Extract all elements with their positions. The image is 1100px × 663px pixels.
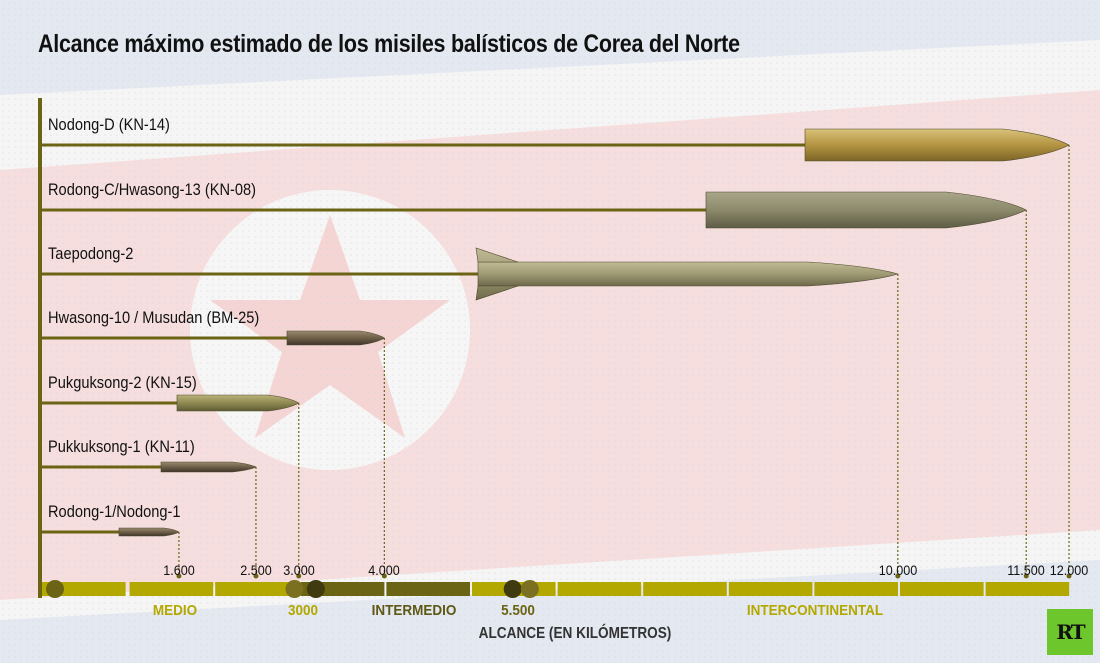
tick-label: 12.000 (1049, 562, 1089, 578)
range-line (42, 208, 706, 212)
tick-dot (176, 573, 182, 579)
axis-segment (900, 582, 984, 596)
missile-1 (705, 191, 1027, 229)
range-line (42, 272, 478, 276)
rt-logo: RT (1047, 609, 1093, 655)
range-line (42, 401, 177, 405)
axis-segment (814, 582, 898, 596)
tick-dot (381, 573, 387, 579)
axis-segment (643, 582, 727, 596)
range-category-label: 5.500 (501, 602, 535, 619)
missile-label: Pukkuksong-1 (KN-11) (48, 437, 195, 456)
missile-label: Nodong-D (KN-14) (48, 115, 170, 134)
axis-segment (129, 582, 214, 596)
range-marker (306, 580, 325, 598)
tick-label: 11.500 (1007, 562, 1046, 578)
tick-label: 2.500 (240, 562, 272, 578)
axis-segment (557, 582, 642, 596)
missile-label: Pukguksong-2 (KN-15) (48, 373, 197, 392)
missile-3 (286, 330, 385, 346)
range-line (42, 143, 805, 147)
range-line (42, 336, 287, 340)
missile-6 (118, 527, 180, 537)
range-line (42, 530, 119, 534)
tick-dot (296, 573, 302, 579)
range-line (42, 465, 161, 469)
axis-segment (215, 582, 299, 596)
tick-label: 4.000 (368, 562, 401, 578)
missile-fins (475, 247, 519, 301)
range-marker (520, 580, 539, 598)
y-axis-line (38, 98, 42, 598)
tick-dot (253, 573, 259, 579)
tick-label: 3.000 (282, 562, 315, 578)
tick-label: 1.600 (163, 562, 195, 578)
missile-0 (804, 128, 1070, 162)
range-category-label: INTERMEDIO (371, 602, 457, 619)
range-marker (46, 580, 64, 598)
missile-label: Taepodong-2 (48, 244, 134, 263)
range-category-label: INTERCONTINENTAL (746, 602, 884, 619)
range-category-label: MEDIO (152, 602, 198, 619)
axis-segment (985, 582, 1070, 596)
missile-4 (176, 394, 300, 412)
tick-dot (895, 573, 901, 579)
missile-label: Hwasong-10 / Musudan (BM-25) (48, 308, 260, 327)
missile-2 (477, 261, 899, 287)
tick-label: 10.000 (878, 562, 918, 578)
range-marker (503, 580, 522, 598)
chart-title: Alcance máximo estimado de los misiles b… (38, 30, 740, 58)
missile-label: Rodong-C/Hwasong-13 (KN-08) (48, 180, 257, 199)
axis-segment (386, 582, 470, 596)
range-marker (285, 580, 304, 598)
missile-label: Rodong-1/Nodong-1 (48, 502, 181, 521)
tick-dot (1023, 573, 1029, 579)
axis-segment (728, 582, 813, 596)
missile-5 (160, 461, 257, 473)
tick-dot (1066, 573, 1072, 579)
x-axis-label: ALCANCE (EN KILÓMETROS) (478, 625, 672, 642)
range-category-label: 3000 (287, 602, 319, 619)
